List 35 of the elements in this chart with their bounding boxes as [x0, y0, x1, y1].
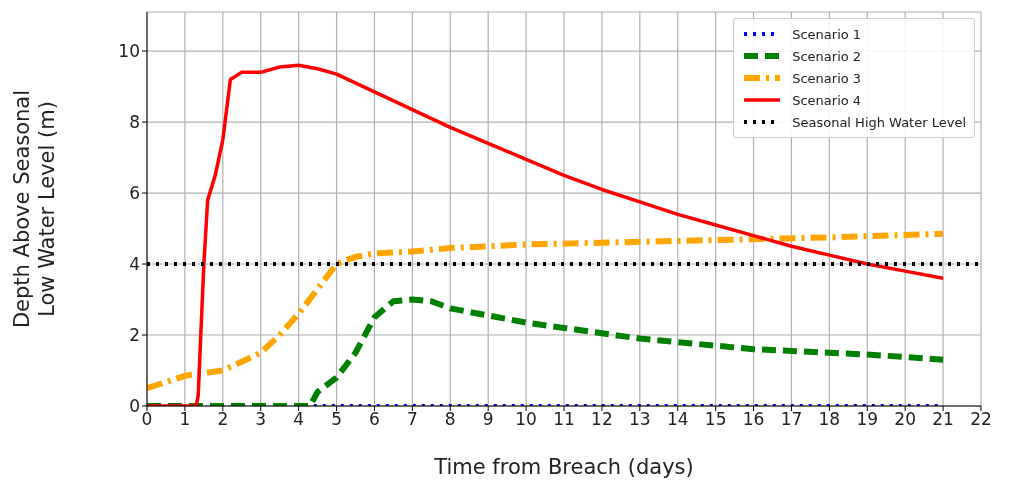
y-tick-label: 4 — [129, 254, 140, 275]
x-tick-label: 20 — [894, 409, 916, 430]
x-tick-label: 17 — [780, 409, 803, 430]
y-tick-label: 10 — [118, 41, 140, 62]
x-tick-label: 4 — [293, 409, 305, 430]
x-tick-label: 1 — [179, 409, 191, 430]
x-tick-label: 9 — [482, 409, 494, 430]
legend-label: Scenario 3 — [792, 70, 862, 86]
x-tick-label: 13 — [629, 409, 651, 430]
x-tick-label: 10 — [515, 409, 537, 430]
x-tick-label: 11 — [553, 409, 575, 430]
x-tick-label: 7 — [406, 409, 418, 430]
y-tick-label: 8 — [129, 112, 140, 133]
y-tick-label: 0 — [129, 396, 140, 417]
x-tick-label: 3 — [255, 409, 267, 430]
x-tick-label: 16 — [742, 409, 765, 430]
x-tick-label: 5 — [331, 409, 342, 430]
legend-label: Scenario 2 — [792, 48, 862, 64]
x-tick-label: 15 — [704, 409, 727, 430]
x-axis-title: Time from Breach (days) — [433, 455, 694, 479]
legend-label: Scenario 1 — [792, 26, 862, 42]
y-tick-label: 6 — [129, 183, 140, 204]
x-tick-label: 14 — [666, 409, 689, 430]
y-axis-title: Depth Above Seasonal Low Water Level (m) — [10, 89, 59, 329]
x-tick-label: 19 — [856, 409, 879, 430]
legend-label: Seasonal High Water Level — [792, 114, 966, 130]
x-tick-label: 2 — [217, 409, 229, 430]
legend-label: Scenario 4 — [792, 92, 862, 108]
x-tick-label: 12 — [591, 409, 613, 430]
x-tick-label: 8 — [444, 409, 456, 430]
x-tick-label: 18 — [818, 409, 841, 430]
x-tick-label: 22 — [970, 409, 992, 430]
x-tick-label: 21 — [932, 409, 954, 430]
x-tick-label: 6 — [369, 409, 380, 430]
y-tick-label: 2 — [129, 325, 140, 346]
